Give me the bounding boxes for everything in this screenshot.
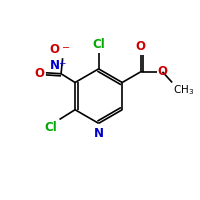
Text: O: O <box>34 67 44 80</box>
Text: +: + <box>58 59 66 68</box>
Text: O: O <box>136 40 146 53</box>
Text: Cl: Cl <box>45 121 58 134</box>
Text: Cl: Cl <box>92 38 105 51</box>
Text: −: − <box>62 43 70 53</box>
Text: O: O <box>157 65 167 78</box>
Text: N: N <box>49 59 59 72</box>
Text: CH$_3$: CH$_3$ <box>173 83 194 97</box>
Text: N: N <box>94 127 104 140</box>
Text: O: O <box>49 43 59 56</box>
